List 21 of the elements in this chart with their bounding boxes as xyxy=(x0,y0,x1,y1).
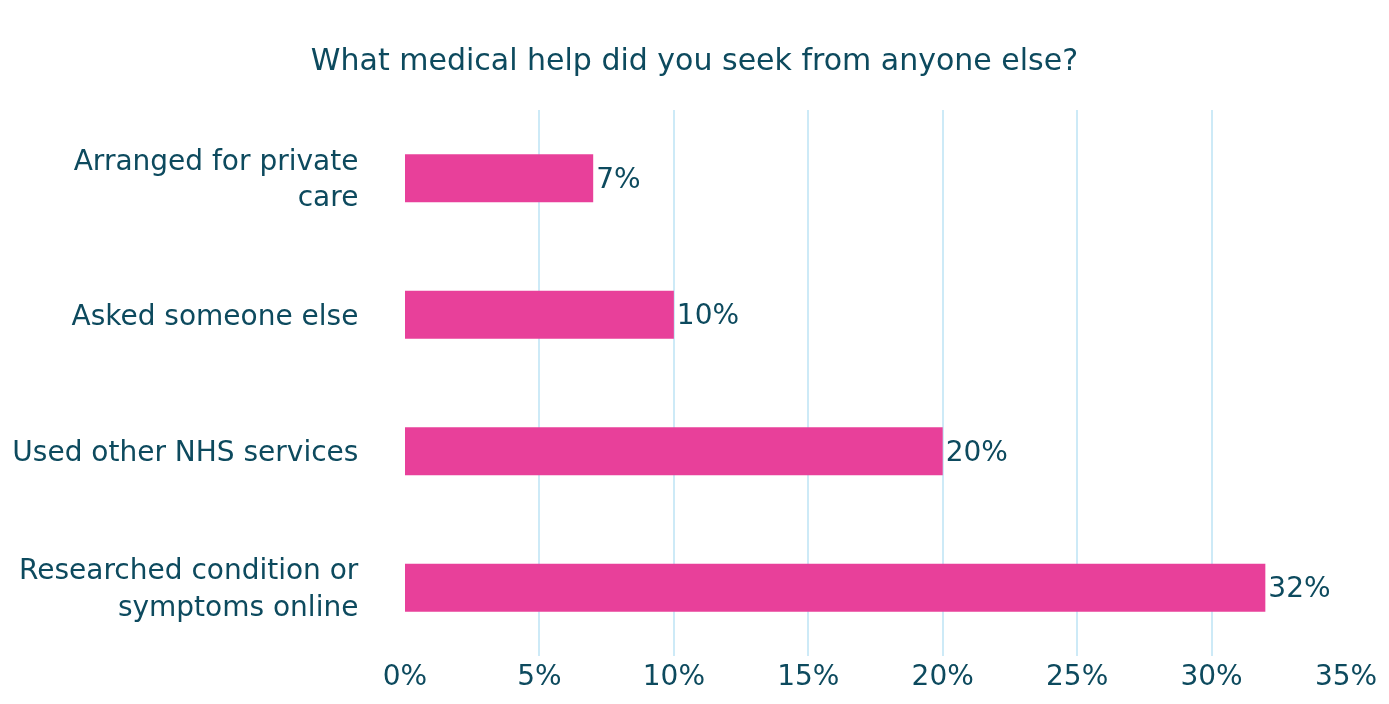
data-label: 20% xyxy=(945,434,1008,468)
y-tick-label: Used other NHS services xyxy=(12,435,359,469)
data-label: 7% xyxy=(596,161,641,195)
bar xyxy=(405,290,674,339)
y-tick-label: Arranged for private care xyxy=(73,143,359,214)
chart-title: What medical help did you seek from anyone else? xyxy=(310,42,1079,78)
x-tick-label: 30% xyxy=(1180,659,1243,692)
x-tick-label: 5% xyxy=(517,659,562,692)
x-tick-label: 20% xyxy=(911,659,974,692)
x-tick-label: 35% xyxy=(1314,659,1378,692)
bar xyxy=(405,154,594,203)
x-tick-label: 10% xyxy=(642,659,705,692)
x-tick-label: 0% xyxy=(382,659,428,692)
x-tick-label: 25% xyxy=(1046,659,1109,692)
data-label: 10% xyxy=(676,298,740,332)
data-label: 32% xyxy=(1268,571,1331,605)
bar xyxy=(405,563,1266,612)
y-tick-label: Researched condition or symptoms online xyxy=(19,553,359,623)
x-tick-label: 15% xyxy=(777,659,840,692)
bar xyxy=(405,427,943,476)
y-tick-label: Asked someone else xyxy=(71,298,359,332)
